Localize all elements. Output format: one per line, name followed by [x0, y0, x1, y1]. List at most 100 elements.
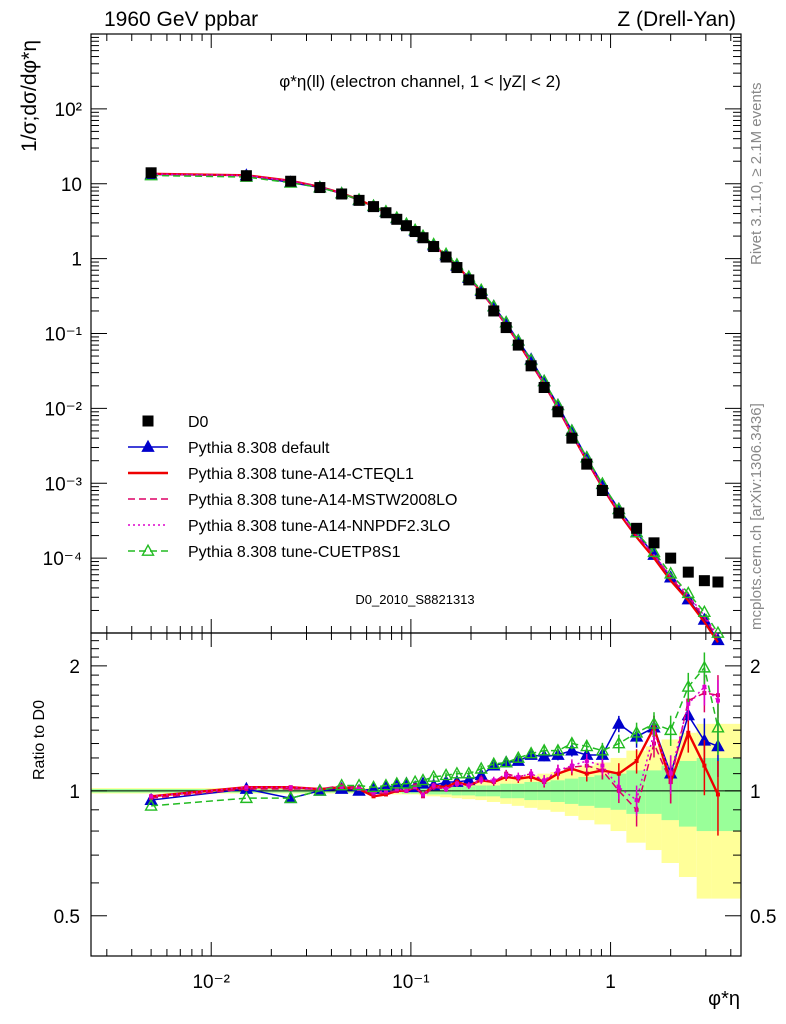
y-tick-label: 10⁻⁴: [43, 549, 82, 570]
ratio-data-point: [686, 701, 691, 706]
ratio-y-tick-label: 0.5: [54, 907, 80, 928]
legend-marker: [141, 439, 155, 452]
ratio-data-point: [144, 798, 158, 811]
ratio-y-tick-label-right: 2: [750, 657, 761, 678]
main-data-point: [698, 575, 710, 587]
y-tick-label: 10²: [55, 100, 82, 121]
ratio-data-point: [288, 785, 293, 790]
ratio-data-point: [634, 798, 639, 803]
ratio-data-point: [711, 720, 725, 733]
ratio-data-point: [462, 766, 476, 779]
ratio-data-point: [390, 776, 404, 789]
band-inner-segment: [645, 770, 662, 814]
ratio-data-point: [504, 773, 509, 778]
ratio-data-point: [569, 763, 574, 768]
main-data-point: [417, 232, 429, 244]
x-tick-label: 1: [605, 972, 616, 993]
main-data-point: [581, 458, 593, 470]
main-data-point: [353, 194, 365, 206]
main-data-point: [463, 274, 475, 286]
ratio-data-point: [516, 774, 521, 779]
main-data-point: [391, 213, 403, 225]
legend-label: Pythia 8.308 tune-CUETP8S1: [188, 544, 401, 561]
ratio-data-point: [555, 768, 560, 773]
ratio-data-point: [283, 790, 298, 804]
ratio-data-point: [408, 774, 422, 787]
ratio-data-point: [551, 743, 565, 756]
main-data-point: [663, 566, 678, 579]
x-tick-label: 10⁻¹: [392, 972, 430, 993]
main-data-point: [500, 322, 512, 334]
ratio-data-point: [600, 763, 605, 768]
ratio-data-point: [371, 790, 376, 795]
ratio-data-point: [439, 768, 453, 781]
main-data-point: [712, 576, 724, 588]
ratio-data-point: [444, 787, 449, 792]
ratio-data-point: [416, 773, 430, 786]
ratio-data-point: [394, 787, 399, 792]
ratio-data-point: [715, 698, 720, 703]
ratio-data-point: [629, 725, 644, 738]
ratio-plot-frame: [90, 632, 742, 957]
main-data-point: [647, 544, 661, 558]
analysis-watermark: D0_2010_S8821313: [355, 592, 474, 607]
ratio-data-point: [487, 756, 501, 769]
band-inner-segment: [678, 760, 697, 827]
y-tick-label: 10: [61, 175, 82, 196]
ratio-data-point: [702, 763, 707, 768]
ratio-data-point: [537, 749, 551, 762]
main-data-point: [409, 226, 421, 238]
y-tick-label: 10⁻³: [45, 474, 83, 495]
ratio-data-point: [499, 755, 513, 768]
header-process: Z (Drell-Yan): [617, 8, 736, 31]
main-data-point: [525, 360, 537, 372]
ratio-data-point: [317, 787, 322, 792]
ratio-data-point: [565, 736, 579, 749]
main-data-point: [566, 432, 578, 444]
main-data-point: [681, 585, 695, 599]
legend-label: Pythia 8.308 default: [188, 440, 330, 457]
ratio-data-point: [668, 771, 673, 776]
ratio-data-point: [334, 778, 349, 791]
main-data-point: [240, 170, 252, 182]
ratio-data-point: [491, 778, 496, 783]
ratio-data-point: [595, 743, 610, 756]
ratio-data-point: [634, 758, 639, 763]
main-data-point: [648, 537, 660, 549]
ratio-data-point: [426, 769, 441, 782]
ratio-data-point: [681, 679, 695, 692]
ratio-data-point: [663, 722, 678, 736]
ratio-data-point: [584, 758, 589, 763]
main-data-point: [631, 522, 643, 534]
main-data-point: [380, 207, 392, 219]
ratio-data-point: [580, 739, 594, 752]
ratio-y-tick-label: 1: [69, 782, 80, 803]
main-data-point: [368, 201, 380, 213]
ratio-data-point: [421, 792, 426, 797]
legend-marker: [141, 543, 155, 556]
main-data-point: [682, 566, 694, 578]
main-data-point: [665, 552, 677, 564]
ratio-data-point: [454, 781, 459, 786]
ratio-data-point: [339, 785, 344, 790]
ratio-data-point: [715, 792, 720, 797]
main-data-point: [428, 241, 440, 253]
main-data-point: [512, 339, 524, 351]
main-data-point: [596, 485, 608, 497]
plot-title: φ*η(ll) (electron channel, 1 < |yZ| < 2): [279, 72, 561, 91]
ratio-data-point: [399, 776, 414, 789]
main-data-point: [475, 288, 487, 300]
main-data-point: [314, 182, 326, 194]
band-inner-segment: [594, 775, 611, 808]
x-tick-label: 10⁻²: [192, 972, 230, 993]
ratio-data-point: [244, 785, 249, 790]
header-energy: 1960 GeV ppbar: [104, 8, 259, 31]
ratio-data-point: [352, 778, 366, 791]
legend-marker: [142, 415, 154, 427]
ratio-data-point: [686, 730, 691, 735]
ratio-data-point: [529, 771, 534, 776]
ratio-data-point: [450, 766, 464, 779]
main-data-point: [613, 507, 625, 519]
legend-label: Pythia 8.308 tune-A14-NNPDF2.3LO: [188, 518, 450, 535]
